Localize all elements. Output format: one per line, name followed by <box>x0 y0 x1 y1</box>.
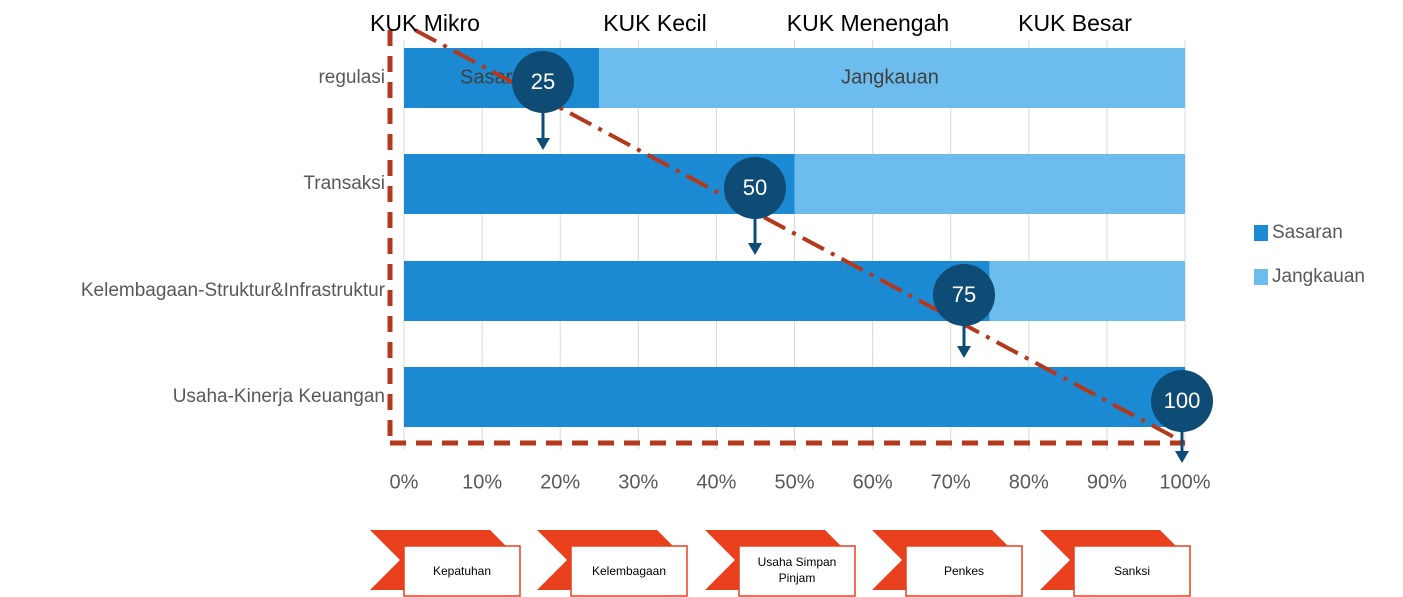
stage-label-line: Usaha Simpan <box>758 555 837 569</box>
arrow-head <box>748 243 762 255</box>
stage-label: Sanksi <box>1114 564 1150 578</box>
stage-label-line: Pinjam <box>779 571 816 585</box>
stage-box <box>570 545 688 597</box>
x-tick-label: 20% <box>540 471 580 493</box>
stage-box <box>905 545 1023 597</box>
header-label: KUK Mikro <box>370 10 480 36</box>
bar <box>599 48 1185 108</box>
arrow-head <box>1175 451 1189 463</box>
x-tick-label: 80% <box>1009 471 1049 493</box>
x-tick-label: 30% <box>618 471 658 493</box>
bar <box>794 154 1185 214</box>
bar-label: Jangkauan <box>841 66 939 88</box>
x-tick-label: 10% <box>462 471 502 493</box>
x-tick-label: 40% <box>696 471 736 493</box>
y-tick-label: Usaha-Kinerja Keuangan <box>173 386 385 407</box>
data-label-bg <box>933 264 995 326</box>
stage-box <box>403 545 521 597</box>
header-label: KUK Menengah <box>787 10 949 36</box>
stage-label: Kelembagaan <box>592 564 666 578</box>
arrow-head <box>536 138 550 150</box>
x-tick-label: 60% <box>853 471 893 493</box>
bar <box>404 261 990 321</box>
y-tick-label: regulasi <box>318 67 385 88</box>
x-tick-label: 100% <box>1159 471 1210 493</box>
stage-box <box>738 545 856 597</box>
data-label-bg <box>512 51 574 113</box>
legend-label: Sasaran <box>1272 222 1343 243</box>
x-tick-label: 50% <box>774 471 814 493</box>
stage-label: Kepatuhan <box>433 564 491 578</box>
stage-label: Penkes <box>944 564 984 578</box>
header-label: KUK Besar <box>1018 10 1132 36</box>
x-tick-label: 70% <box>931 471 971 493</box>
data-label-bg <box>1151 370 1213 432</box>
stage-box <box>1073 545 1191 597</box>
x-tick-label: 0% <box>390 471 419 493</box>
data-label: 100 <box>1164 388 1201 413</box>
data-label: 75 <box>952 282 976 307</box>
legend-swatch <box>1254 225 1268 241</box>
arrow-head <box>957 346 971 358</box>
legend-label: Jangkauan <box>1272 266 1365 287</box>
y-tick-label: Transaksi <box>303 173 385 194</box>
header-label: KUK Kecil <box>603 10 707 36</box>
bar <box>989 261 1185 321</box>
data-label: 50 <box>743 175 767 200</box>
data-label: 25 <box>531 69 555 94</box>
y-tick-label: Kelembagaan-Struktur&Infrastruktur <box>81 280 386 301</box>
data-label-bg <box>724 157 786 219</box>
bar <box>404 367 1185 427</box>
x-tick-label: 90% <box>1087 471 1127 493</box>
legend-swatch <box>1254 269 1268 285</box>
stage-label: Usaha Simpan Pinjam <box>758 555 837 585</box>
